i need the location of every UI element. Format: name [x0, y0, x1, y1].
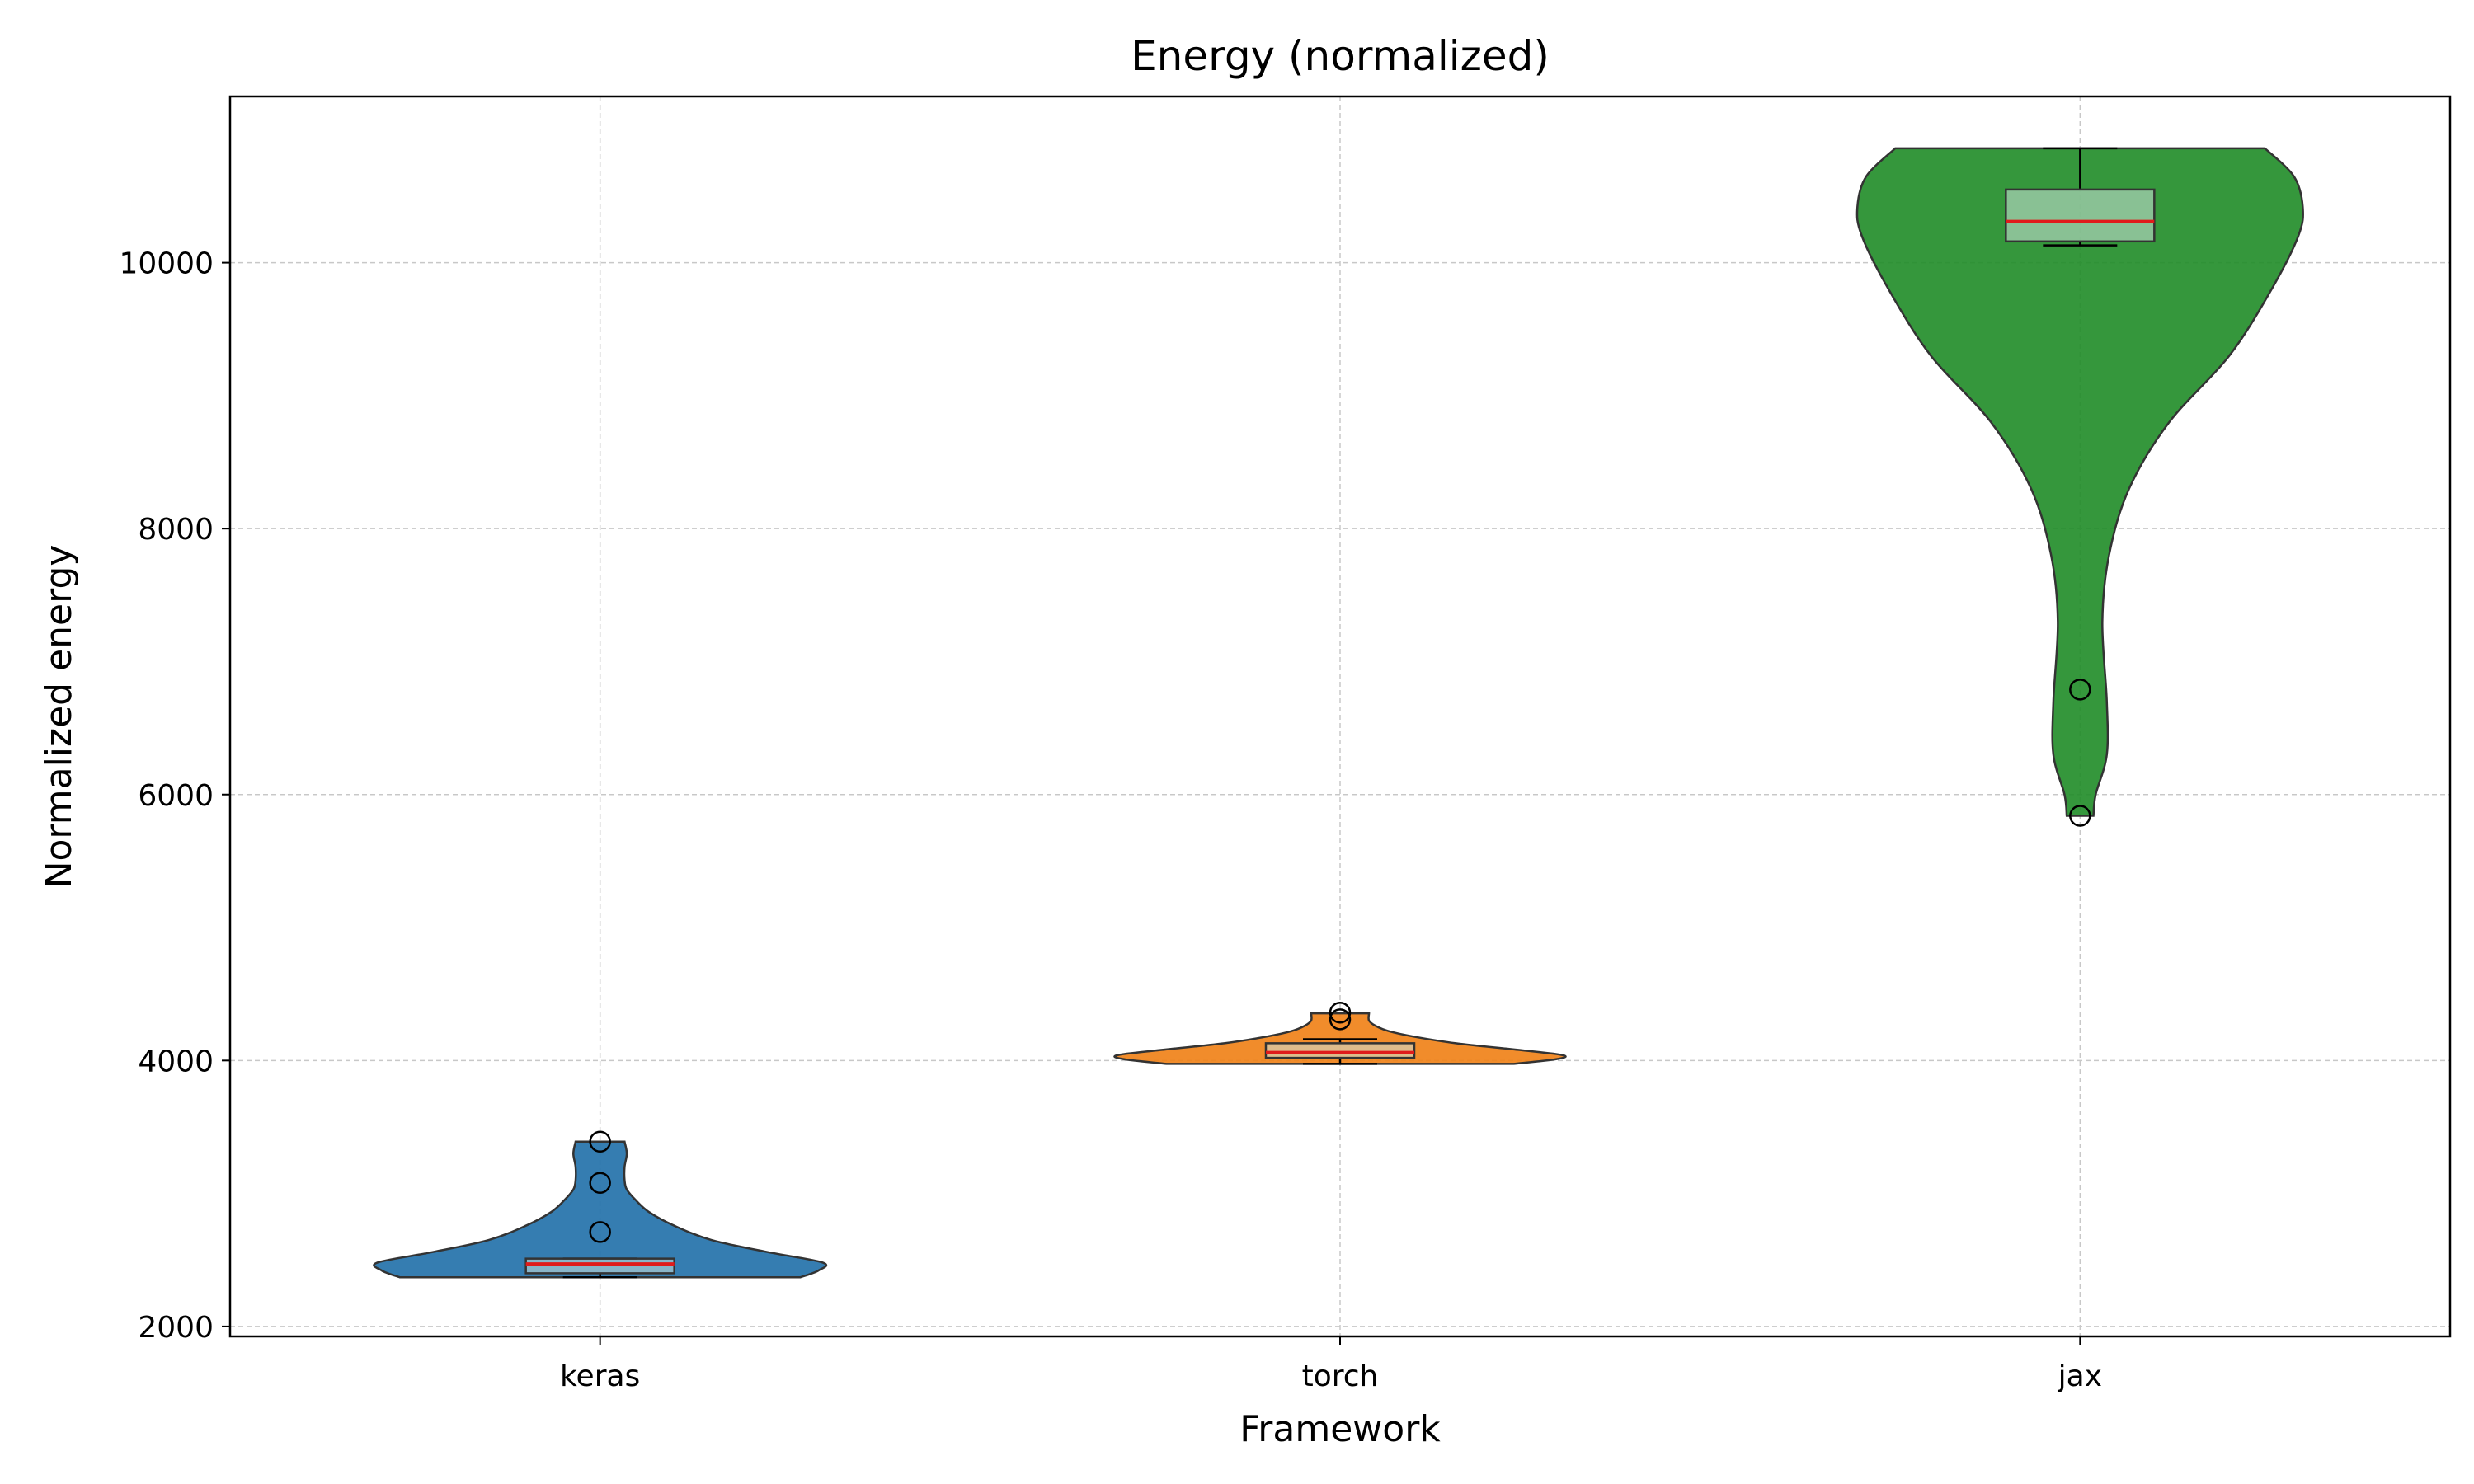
- plot-area: [373, 147, 2305, 1279]
- x-axis-label: Framework: [1239, 1408, 1441, 1450]
- y-tick-label: 6000: [138, 779, 214, 813]
- violin-body: [373, 1140, 828, 1279]
- violin-group-keras: [373, 1130, 828, 1279]
- x-tick-label: keras: [560, 1360, 640, 1393]
- axis-ticks: 2000 4000 6000 8000 10000 keras torch jax: [119, 247, 2102, 1393]
- outlier-point: [2069, 805, 2091, 827]
- violin-body: [1856, 147, 2305, 817]
- outlier-point: [2069, 679, 2091, 701]
- chart-title: Energy (normalized): [1131, 32, 1550, 80]
- y-tick-label: 2000: [138, 1311, 214, 1345]
- box-iqr: [2005, 188, 2156, 243]
- violin-group-jax: [1856, 147, 2305, 827]
- y-tick-label: 4000: [138, 1045, 214, 1078]
- outlier-point: [1329, 1008, 1352, 1031]
- y-tick-label: 8000: [138, 513, 214, 547]
- outlier-point: [589, 1130, 611, 1153]
- box-iqr: [524, 1257, 675, 1275]
- outlier-point: [589, 1221, 611, 1243]
- x-tick-label: torch: [1302, 1360, 1379, 1393]
- x-tick-label: jax: [2058, 1360, 2102, 1393]
- outlier-point: [1329, 1002, 1352, 1024]
- outlier-point: [589, 1172, 611, 1194]
- violin-group-torch: [1113, 1002, 1567, 1065]
- y-axis-label: Normalized energy: [38, 545, 80, 889]
- box-iqr: [1264, 1042, 1416, 1059]
- y-tick-label: 10000: [119, 247, 214, 281]
